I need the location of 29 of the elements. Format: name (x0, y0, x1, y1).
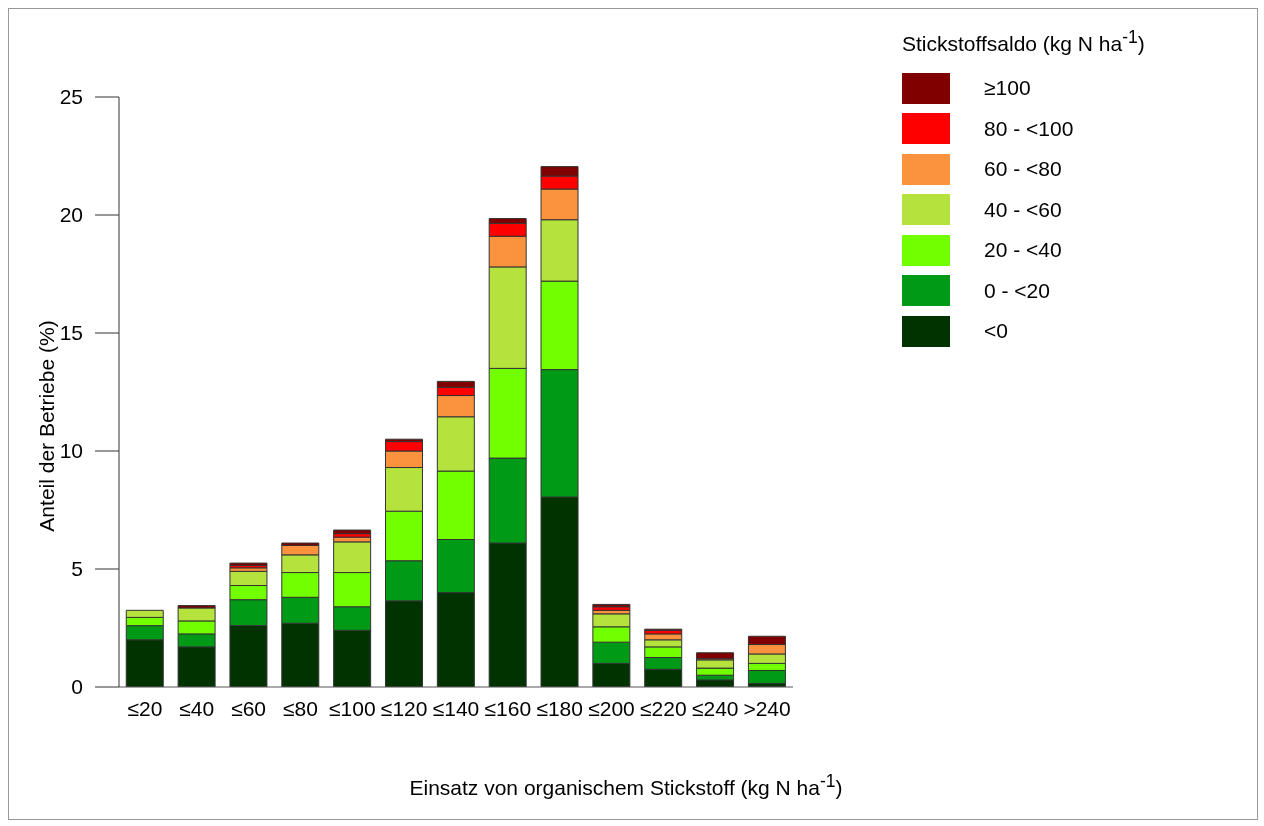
x-tick-label: ≤120 (380, 696, 428, 720)
y-tick-label: 0 (71, 675, 83, 699)
y-tick-label: 15 (59, 321, 83, 345)
legend-label: 60 - <80 (984, 157, 1062, 182)
x-axis-title: Einsatz von organischem Stickstoff (kg N ha$^{-1}$) (408, 771, 844, 800)
x-tick-label: ≤60 (231, 696, 267, 720)
legend-label: 80 - <100 (984, 116, 1074, 141)
x-tick-label: ≤80 (283, 696, 318, 720)
x-tick-label: ≤20 (127, 696, 163, 720)
x-tick-label: ≤180 (536, 696, 583, 720)
x-tick-label: ≤220 (640, 696, 687, 720)
x-tick-label: ≤140 (432, 696, 480, 720)
y-tick-label: 10 (59, 439, 83, 463)
legend-label: 20 - <40 (984, 238, 1062, 263)
x-tick-label: ≤160 (484, 696, 532, 720)
y-tick-label: 20 (59, 203, 83, 227)
legend-label: 40 - <60 (984, 197, 1062, 222)
x-tick-label: ≤200 (588, 696, 635, 720)
y-axis-title: Anteil der Betriebe (%) (35, 319, 59, 534)
y-tick-label: 5 (71, 557, 83, 581)
legend-label: ≥100 (984, 76, 1031, 101)
x-tick-label: ≤240 (691, 696, 739, 720)
x-tick-label: ≤40 (179, 696, 215, 720)
legend-label: 0 - <20 (984, 278, 1050, 303)
legend-label: <0 (984, 319, 1008, 344)
legend-title: Stickstoffsaldo (kg N ha$^{-1}$) (902, 27, 1146, 56)
y-tick-label: 25 (59, 85, 83, 109)
x-tick-label: ≤100 (329, 696, 376, 720)
x-tick-label: >240 (743, 696, 791, 720)
